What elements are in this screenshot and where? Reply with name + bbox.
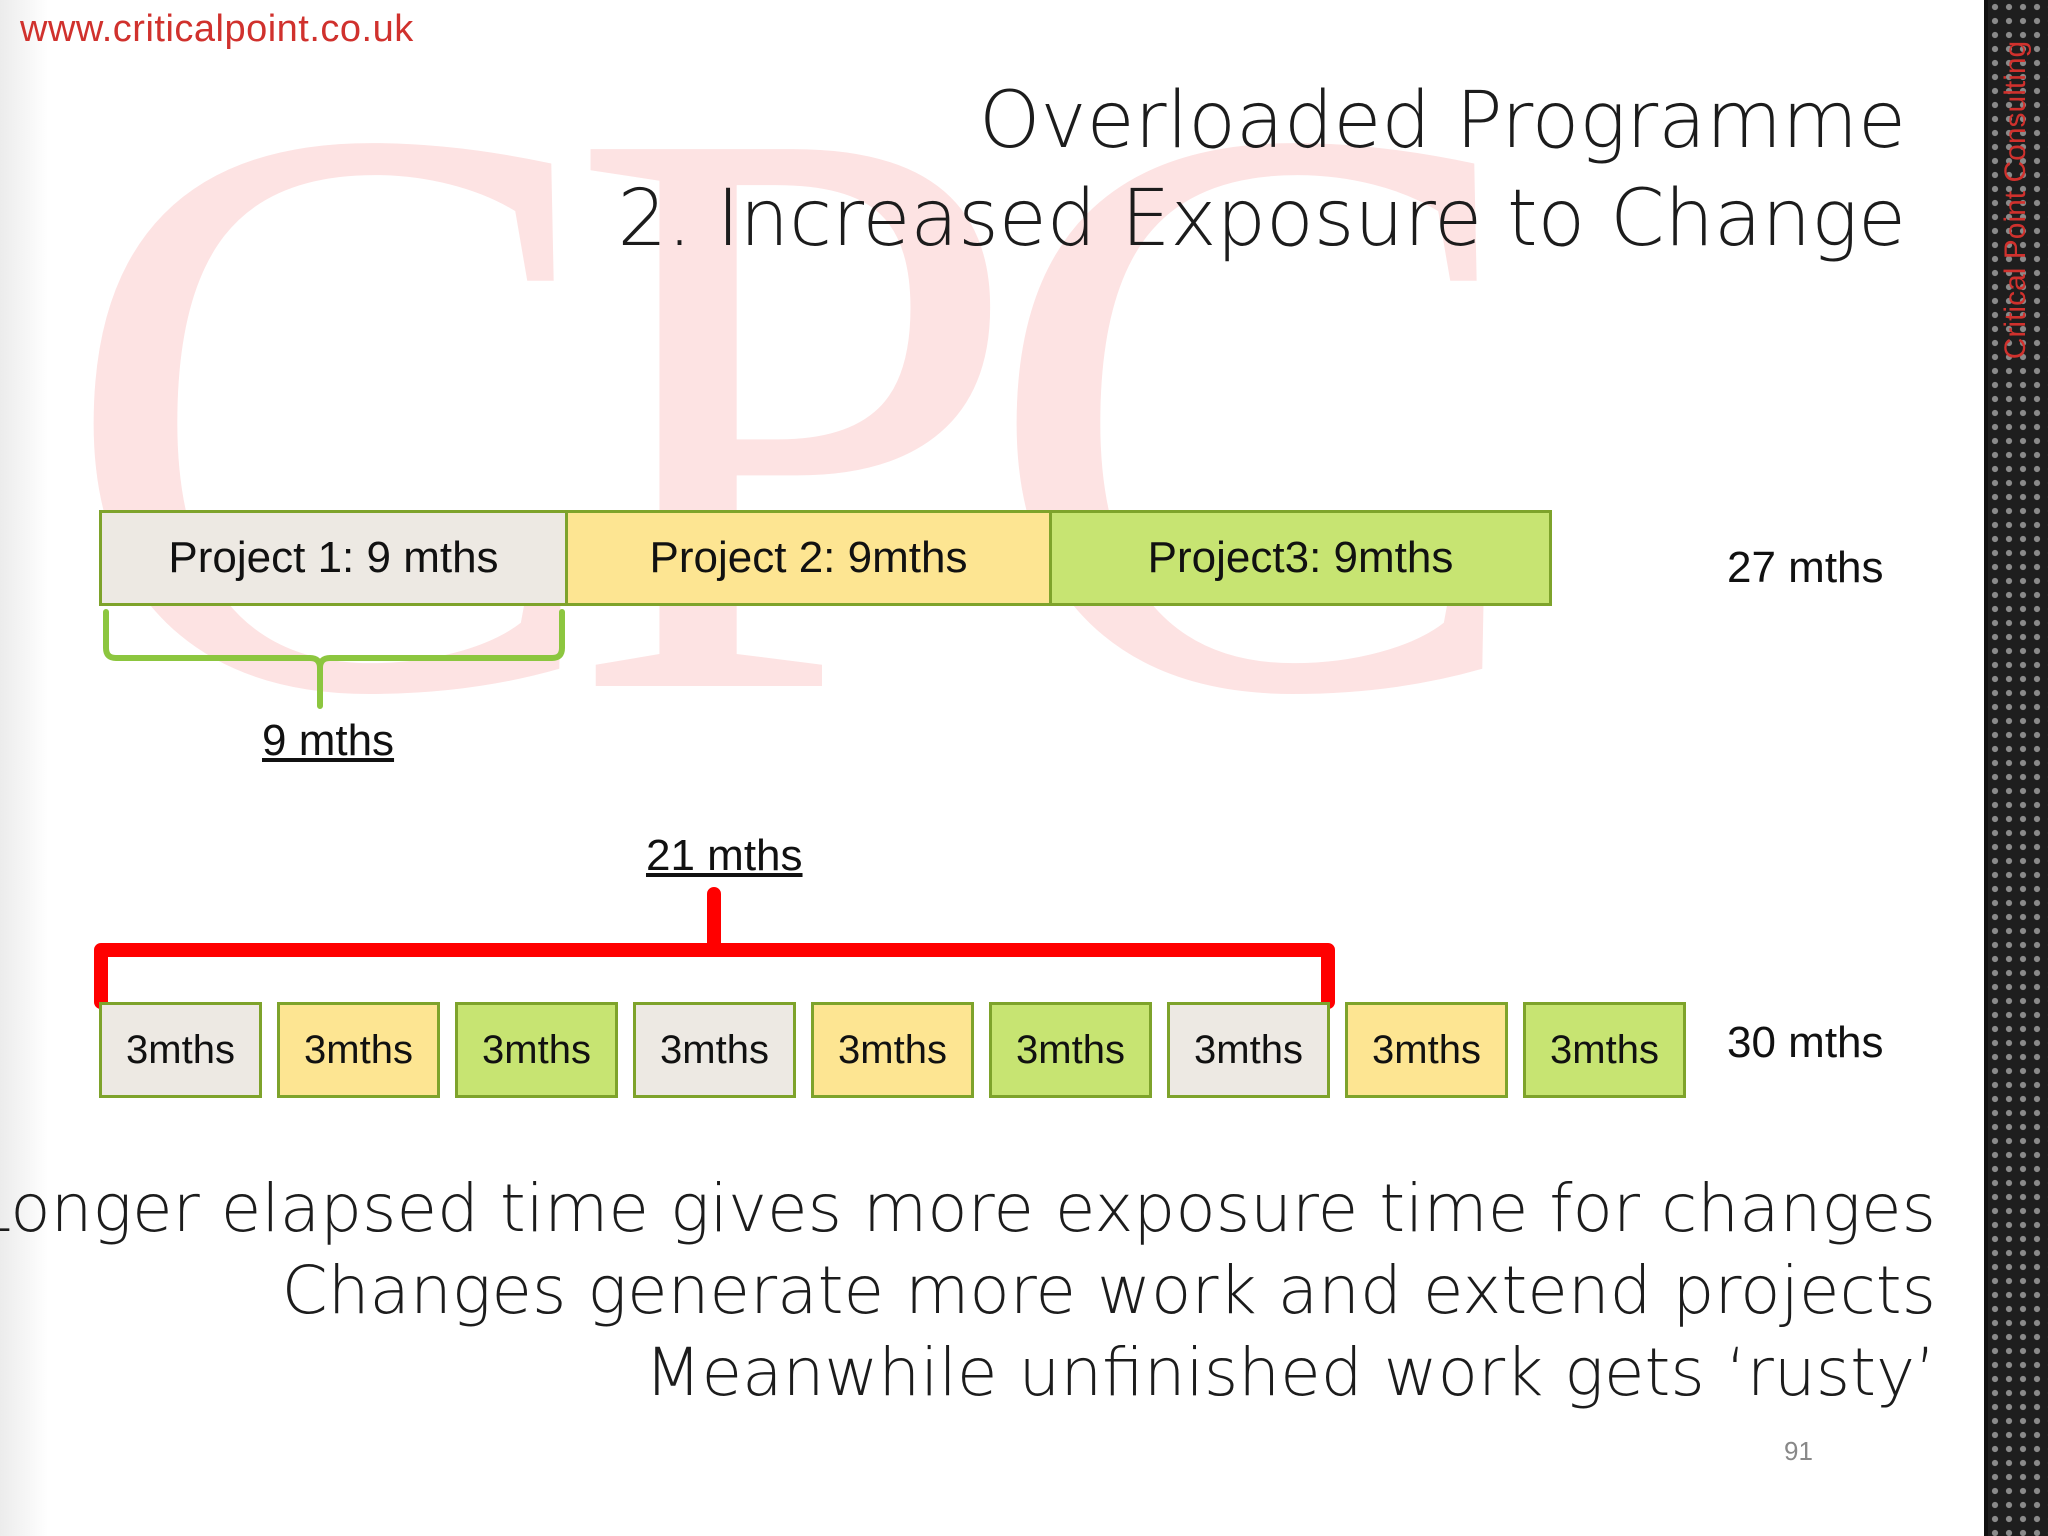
bullet-line-2: Changes generate more work and extend pr… xyxy=(281,1252,1936,1329)
block-8: 3mths xyxy=(1345,1002,1508,1098)
block-1: 3mths xyxy=(99,1002,262,1098)
segment-project-2: Project 2: 9mths xyxy=(568,510,1052,606)
decorative-right-strip xyxy=(1984,0,2048,1536)
block-2: 3mths xyxy=(277,1002,440,1098)
bullet-line-1: Longer elapsed time gives more exposure … xyxy=(0,1170,1936,1247)
title-line-2: 2. Increased Exposure to Change xyxy=(617,174,1906,264)
left-edge-shade xyxy=(0,0,48,1536)
block-9: 3mths xyxy=(1523,1002,1686,1098)
interleaved-bar: 3mths 3mths 3mths 3mths 3mths 3mths 3mth… xyxy=(99,1002,1686,1098)
page-number: 91 xyxy=(1784,1436,1813,1466)
segment-project-1: Project 1: 9 mths xyxy=(99,510,568,606)
sequential-total-label: 27 mths xyxy=(1727,543,1884,592)
segment-project-3: Project3: 9mths xyxy=(1052,510,1552,606)
red-brace xyxy=(94,887,1335,1009)
red-brace-label: 21 mths xyxy=(646,831,803,880)
green-brace xyxy=(103,609,565,709)
block-4: 3mths xyxy=(633,1002,796,1098)
slide-title: Overloaded Programme 2. Increased Exposu… xyxy=(617,72,1906,268)
block-5: 3mths xyxy=(811,1002,974,1098)
sequential-bar: Project 1: 9 mths Project 2: 9mths Proje… xyxy=(99,510,1552,606)
block-6: 3mths xyxy=(989,1002,1152,1098)
block-7: 3mths xyxy=(1167,1002,1330,1098)
site-url-link[interactable]: www.criticalpoint.co.uk xyxy=(20,8,414,50)
green-brace-label: 9 mths xyxy=(262,716,395,765)
interleaved-total-label: 30 mths xyxy=(1727,1018,1884,1067)
title-line-1: Overloaded Programme xyxy=(979,76,1906,166)
block-3: 3mths xyxy=(455,1002,618,1098)
bullet-line-3: Meanwhile unfinished work gets ‘rusty’ xyxy=(644,1334,1936,1411)
bullet-text-block: Longer elapsed time gives more exposure … xyxy=(0,1168,1936,1414)
